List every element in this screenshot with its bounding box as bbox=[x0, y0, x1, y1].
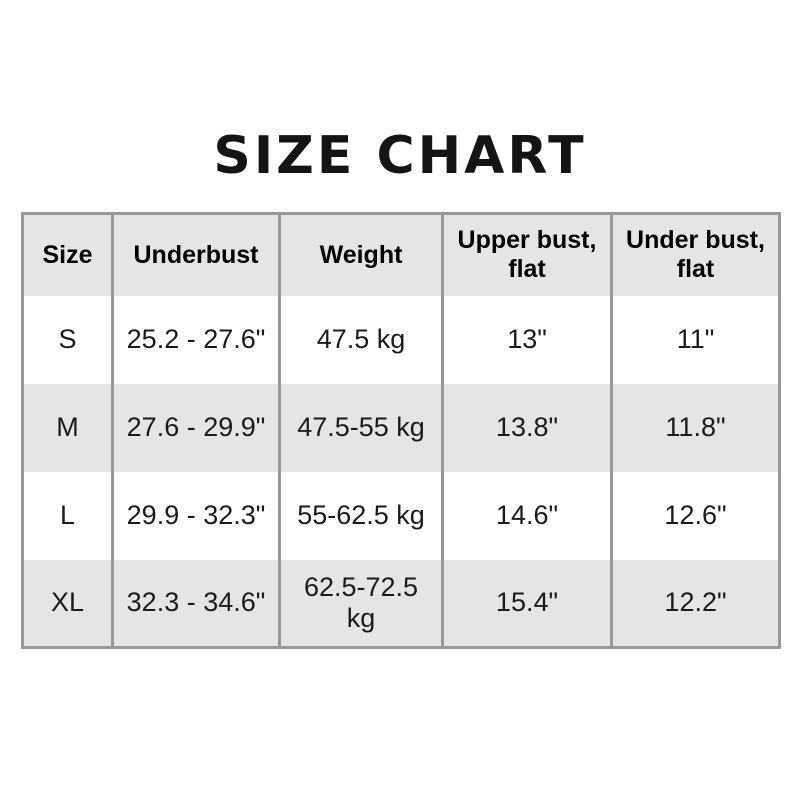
size-chart-table: Size Underbust Weight Upper bust, flat U… bbox=[21, 212, 781, 649]
cell-under-bust-flat: 11" bbox=[610, 295, 780, 384]
page-title: SIZE CHART bbox=[213, 126, 587, 186]
cell-size: S bbox=[58, 324, 77, 354]
cell-size: M bbox=[56, 412, 79, 442]
cell-upper-bust-flat: 15.4" bbox=[441, 559, 612, 648]
cell-underbust: 29.9 - 32.3" bbox=[111, 471, 280, 560]
cell-underbust: 25.2 - 27.6" bbox=[111, 295, 280, 384]
cell-weight: 62.5-72.5 kg bbox=[278, 559, 443, 648]
column-header-size: Size bbox=[42, 240, 93, 269]
cell-upper-bust-flat: 13.8" bbox=[441, 383, 612, 472]
cell-weight: 55-62.5 kg bbox=[278, 471, 443, 560]
column-header-underbust: Underbust bbox=[111, 213, 280, 296]
table-row-xl: XL 32.3 - 34.6" 62.5-72.5 kg 15.4" 12.2" bbox=[22, 559, 780, 648]
cell-size: XL bbox=[50, 587, 85, 618]
table-row-s: S 25.2 - 27.6" 47.5 kg 13" 11" bbox=[22, 295, 780, 384]
table-header-row: Size Underbust Weight Upper bust, flat U… bbox=[22, 213, 780, 296]
cell-upper-bust-flat: 14.6" bbox=[441, 471, 612, 560]
column-header-weight: Weight bbox=[278, 213, 443, 296]
cell-under-bust-flat: 11.8" bbox=[610, 383, 780, 472]
table-row-m: M 27.6 - 29.9" 47.5-55 kg 13.8" 11.8" bbox=[22, 383, 780, 472]
cell-under-bust-flat: 12.2" bbox=[610, 559, 780, 648]
cell-weight: 47.5 kg bbox=[278, 295, 443, 384]
column-header-upper-bust-flat: Upper bust, flat bbox=[441, 213, 612, 296]
cell-upper-bust-flat: 13" bbox=[441, 295, 612, 384]
cell-underbust: 27.6 - 29.9" bbox=[111, 383, 280, 472]
cell-under-bust-flat: 12.6" bbox=[610, 471, 780, 560]
table-row-l: L 29.9 - 32.3" 55-62.5 kg 14.6" 12.6" bbox=[22, 471, 780, 560]
cell-weight: 47.5-55 kg bbox=[278, 383, 443, 472]
cell-underbust: 32.3 - 34.6" bbox=[111, 559, 280, 648]
cell-size: L bbox=[59, 500, 76, 530]
column-header-under-bust-flat: Under bust, flat bbox=[610, 213, 780, 296]
